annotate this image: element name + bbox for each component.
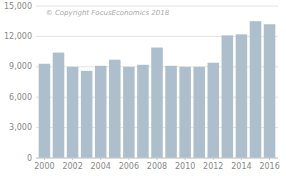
bar — [67, 67, 79, 158]
y-tick-label: 0 — [27, 154, 32, 163]
bar — [208, 63, 220, 158]
bar — [264, 24, 276, 158]
annotation: © Copyright FocusEconomics 2018 — [46, 9, 170, 17]
x-tick-label: 2006 — [119, 162, 139, 171]
x-tick-label: 2002 — [62, 162, 82, 171]
bar — [109, 60, 121, 158]
x-tick — [213, 158, 214, 160]
bar — [193, 67, 205, 158]
x-tick-label: 2014 — [231, 162, 251, 171]
bar — [250, 21, 262, 158]
x-tick-label: 2016 — [259, 162, 279, 171]
x-tick — [185, 158, 186, 160]
x-tick-label: 2000 — [34, 162, 54, 171]
x-tick — [72, 158, 73, 160]
x-tick-label: 2008 — [147, 162, 167, 171]
bars — [39, 21, 276, 158]
y-tick-label: 3,000 — [9, 123, 32, 132]
bar — [53, 53, 65, 158]
chart: 0 3,000 6,000 9,000 12,000 15,000 2000 2002 2004… — [0, 0, 286, 176]
x-tick — [100, 158, 101, 160]
bar — [222, 35, 234, 158]
grid-line — [36, 6, 278, 7]
y-tick-label: 15,000 — [4, 2, 32, 11]
bar — [179, 67, 191, 158]
y-tick-label: 12,000 — [4, 32, 32, 41]
bar — [39, 64, 51, 158]
bar — [151, 48, 163, 158]
bar — [137, 65, 149, 158]
bar — [236, 34, 248, 158]
x-tick-label: 2012 — [203, 162, 223, 171]
x-tick — [44, 158, 45, 160]
x-tick — [128, 158, 129, 160]
x-tick — [269, 158, 270, 160]
bar — [81, 71, 93, 158]
y-tick-label: 9,000 — [9, 62, 32, 71]
chart-container: 0 3,000 6,000 9,000 12,000 15,000 2000 2002 2004… — [0, 0, 286, 176]
x-axis: 2000 2002 2004 2006 2008 2010 2012 2014 2016 — [34, 158, 279, 171]
x-tick-label: 2010 — [175, 162, 195, 171]
x-tick-label: 2004 — [91, 162, 111, 171]
bar — [95, 66, 107, 158]
bar — [165, 66, 177, 158]
x-tick — [157, 158, 158, 160]
y-tick-label: 6,000 — [9, 93, 32, 102]
y-axis: 0 3,000 6,000 9,000 12,000 15,000 — [4, 2, 278, 163]
bar — [123, 67, 135, 158]
x-tick — [241, 158, 242, 160]
